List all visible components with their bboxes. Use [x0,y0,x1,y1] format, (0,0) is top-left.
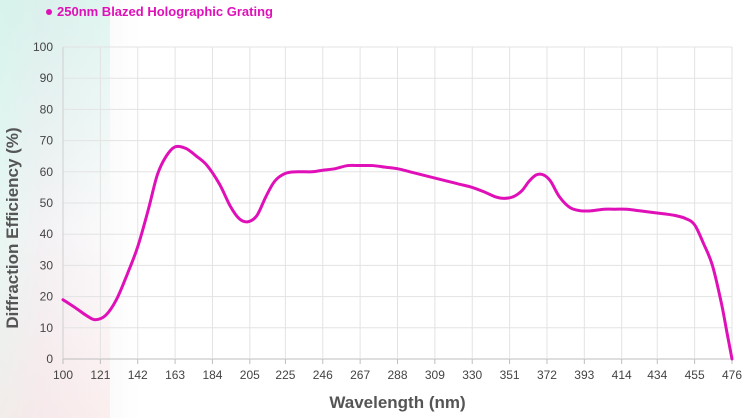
x-tick-label: 121 [90,368,110,382]
y-tick-label: 40 [40,227,54,241]
x-tick-label: 476 [722,368,742,382]
x-tick-label: 393 [574,368,594,382]
x-tick-label: 142 [128,368,148,382]
y-tick-labels: 0 10 20 30 40 50 60 70 80 90 100 [33,40,53,366]
y-axis-title: Diffraction Efficiency (%) [3,127,22,328]
y-tick-label: 80 [40,102,54,116]
x-tick-label: 163 [165,368,185,382]
y-tick-label: 50 [40,196,54,210]
x-tick-label: 246 [313,368,333,382]
axes [62,47,733,364]
y-tick-label: 100 [33,40,53,54]
y-tick-label: 60 [40,165,54,179]
x-tick-label: 288 [387,368,407,382]
y-tick-label: 90 [40,71,54,85]
x-tick-label: 455 [685,368,705,382]
x-tick-label: 434 [647,368,667,382]
y-tick-label: 20 [40,290,54,304]
x-tick-labels: 100 121 142 163 184 205 225 246 267 288 309 330 351 3… [53,368,742,382]
y-tick-label: 70 [40,134,54,148]
legend-marker [46,8,52,15]
x-tick-label: 205 [240,368,260,382]
x-tick-label: 372 [537,368,557,382]
x-tick-label: 330 [462,368,482,382]
x-tick-label: 100 [53,368,73,382]
x-tick-label: 225 [275,368,295,382]
y-tick-label: 30 [40,258,54,272]
x-tick-label: 351 [500,368,520,382]
y-tick-label: 0 [46,352,53,366]
x-tick-label: 184 [202,368,222,382]
y-tick-label: 10 [40,321,54,335]
x-axis-title: Wavelength (nm) [329,393,465,412]
series-line[interactable] [61,144,734,361]
x-tick-label: 309 [425,368,445,382]
series [61,144,734,361]
x-tick-label: 414 [612,368,632,382]
grid [62,46,733,360]
x-tick-label: 267 [350,368,370,382]
chart-legend[interactable]: 250nm Blazed Holographic Grating [46,4,273,19]
legend-label: 250nm Blazed Holographic Grating [57,4,273,19]
